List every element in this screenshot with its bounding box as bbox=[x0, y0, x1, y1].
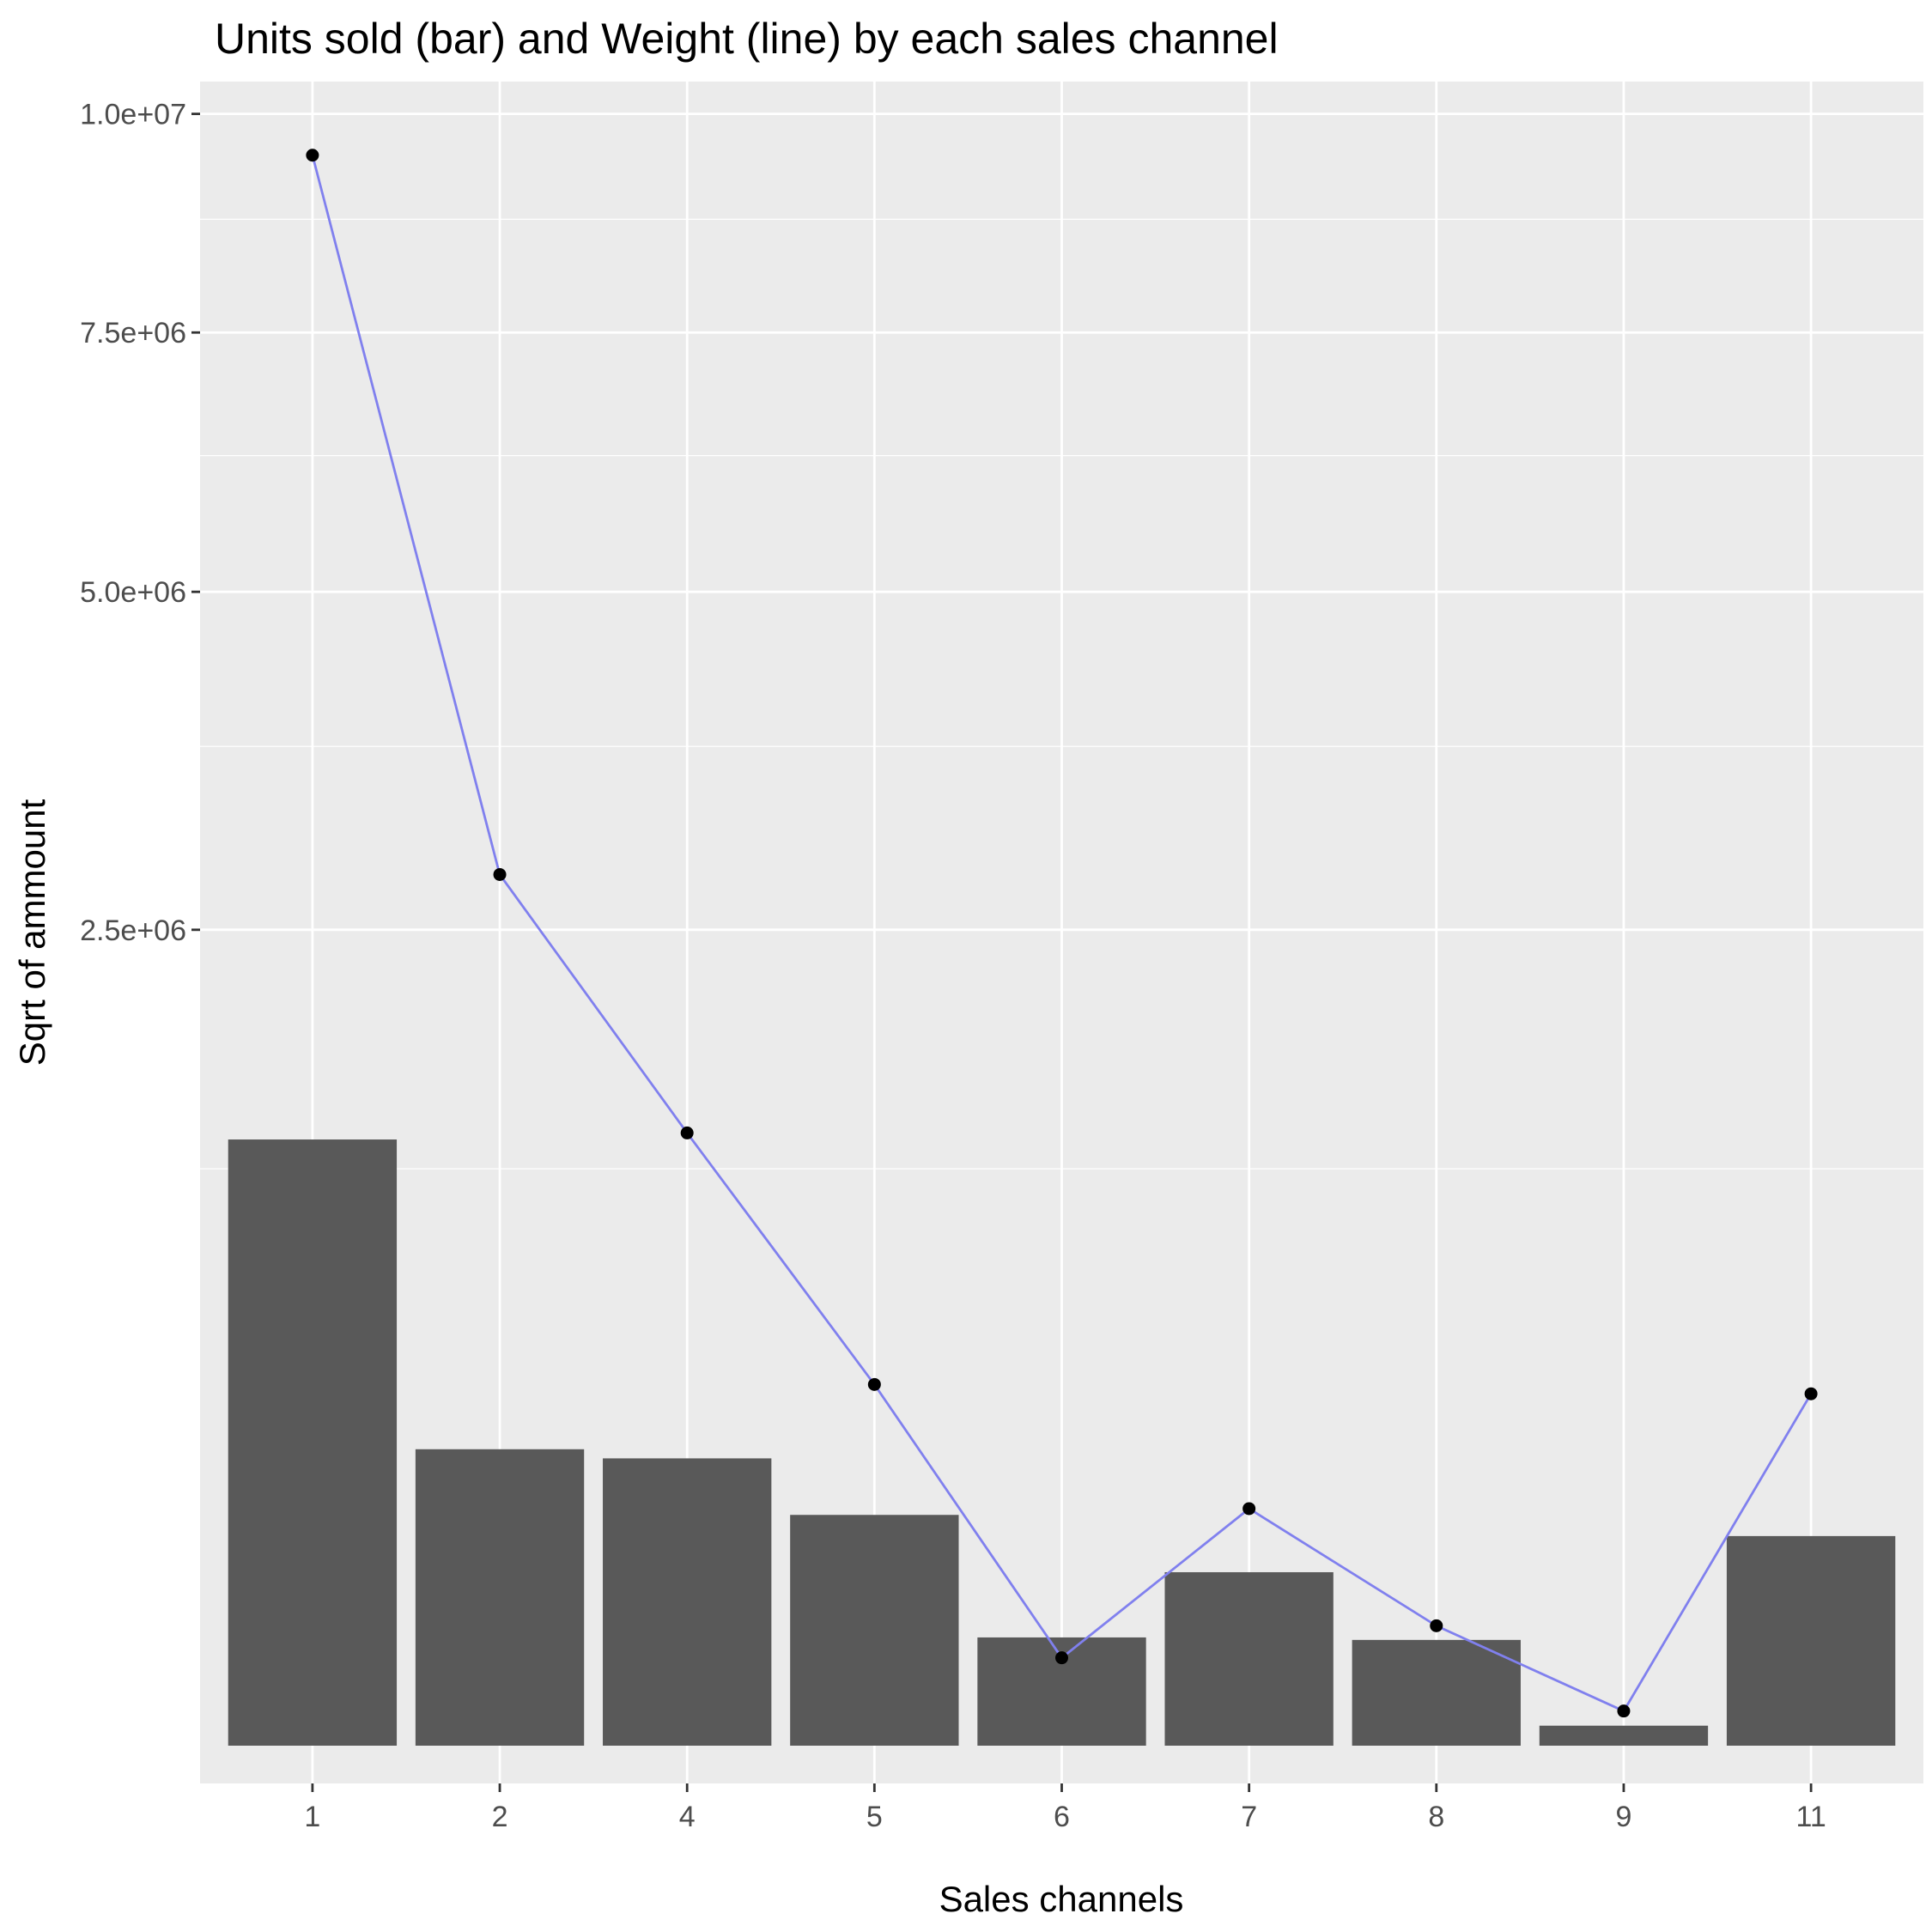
line-point-channel-1 bbox=[306, 149, 319, 162]
bar-channel-2 bbox=[415, 1449, 585, 1746]
x-tick-label: 5 bbox=[866, 1801, 883, 1833]
line-point-channel-8 bbox=[1430, 1619, 1443, 1632]
y-tick-label: 5.0e+06 bbox=[80, 576, 186, 609]
x-tick-label: 11 bbox=[1795, 1801, 1826, 1833]
bar-channel-8 bbox=[1352, 1639, 1521, 1746]
line-point-channel-2 bbox=[493, 867, 507, 881]
bar-channel-1 bbox=[228, 1139, 398, 1746]
x-axis: 1 2 4 5 6 7 8 9 11 bbox=[304, 1783, 1826, 1833]
line-point-channel-5 bbox=[867, 1377, 881, 1391]
y-tick-label: 7.5e+06 bbox=[80, 317, 186, 349]
line-point-channel-4 bbox=[680, 1126, 694, 1139]
x-tick-label: 4 bbox=[679, 1801, 696, 1833]
line-point-channel-11 bbox=[1804, 1387, 1818, 1400]
line-point-channel-6 bbox=[1055, 1651, 1068, 1665]
line-points bbox=[306, 149, 1818, 1718]
chart-title: Units sold (bar) and Weight (line) by ea… bbox=[215, 15, 1279, 63]
line-point-channel-7 bbox=[1242, 1502, 1256, 1516]
x-tick-label: 6 bbox=[1054, 1801, 1070, 1833]
y-tick-label: 1.0e+07 bbox=[80, 99, 186, 131]
bar-channel-7 bbox=[1164, 1571, 1334, 1746]
x-tick-label: 8 bbox=[1428, 1801, 1444, 1833]
bar-channel-5 bbox=[790, 1515, 959, 1746]
x-tick-label: 7 bbox=[1241, 1801, 1257, 1833]
x-tick-label: 2 bbox=[492, 1801, 508, 1833]
y-tick-label: 2.5e+06 bbox=[80, 914, 186, 947]
bar-channel-11 bbox=[1726, 1535, 1896, 1746]
x-tick-label: 9 bbox=[1615, 1801, 1631, 1833]
x-tick-label: 1 bbox=[304, 1801, 320, 1833]
bar-channel-9 bbox=[1539, 1725, 1709, 1746]
line-point-channel-9 bbox=[1617, 1704, 1631, 1718]
bar-channel-4 bbox=[603, 1458, 772, 1746]
bar-series bbox=[228, 1139, 1896, 1746]
y-axis: 2.5e+06 5.0e+06 7.5e+06 1.0e+07 bbox=[80, 99, 200, 947]
y-axis-title: Sqrt of ammount bbox=[12, 799, 52, 1066]
x-axis-title: Sales channels bbox=[939, 1879, 1184, 1919]
